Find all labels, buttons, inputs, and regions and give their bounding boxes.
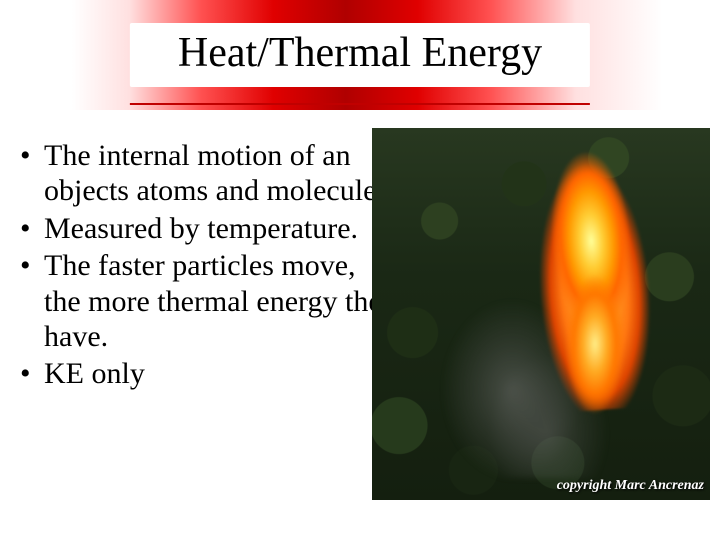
title-container: Heat/Thermal Energy	[130, 23, 590, 87]
title-underline	[130, 103, 590, 105]
flame-layer-2	[555, 269, 635, 419]
bullet-item: The internal motion of an objects atoms …	[18, 138, 398, 209]
bullet-item: Measured by temperature.	[18, 211, 398, 246]
bullet-list: The internal motion of an objects atoms …	[18, 138, 398, 392]
fire-photo: copyright Marc Ancrenaz	[372, 128, 710, 500]
bullet-item: KE only	[18, 356, 398, 391]
page-title: Heat/Thermal Energy	[178, 29, 542, 77]
title-band: Heat/Thermal Energy	[0, 0, 720, 110]
photo-copyright: copyright Marc Ancrenaz	[557, 478, 704, 494]
bullet-item: The faster particles move, the more ther…	[18, 248, 398, 354]
